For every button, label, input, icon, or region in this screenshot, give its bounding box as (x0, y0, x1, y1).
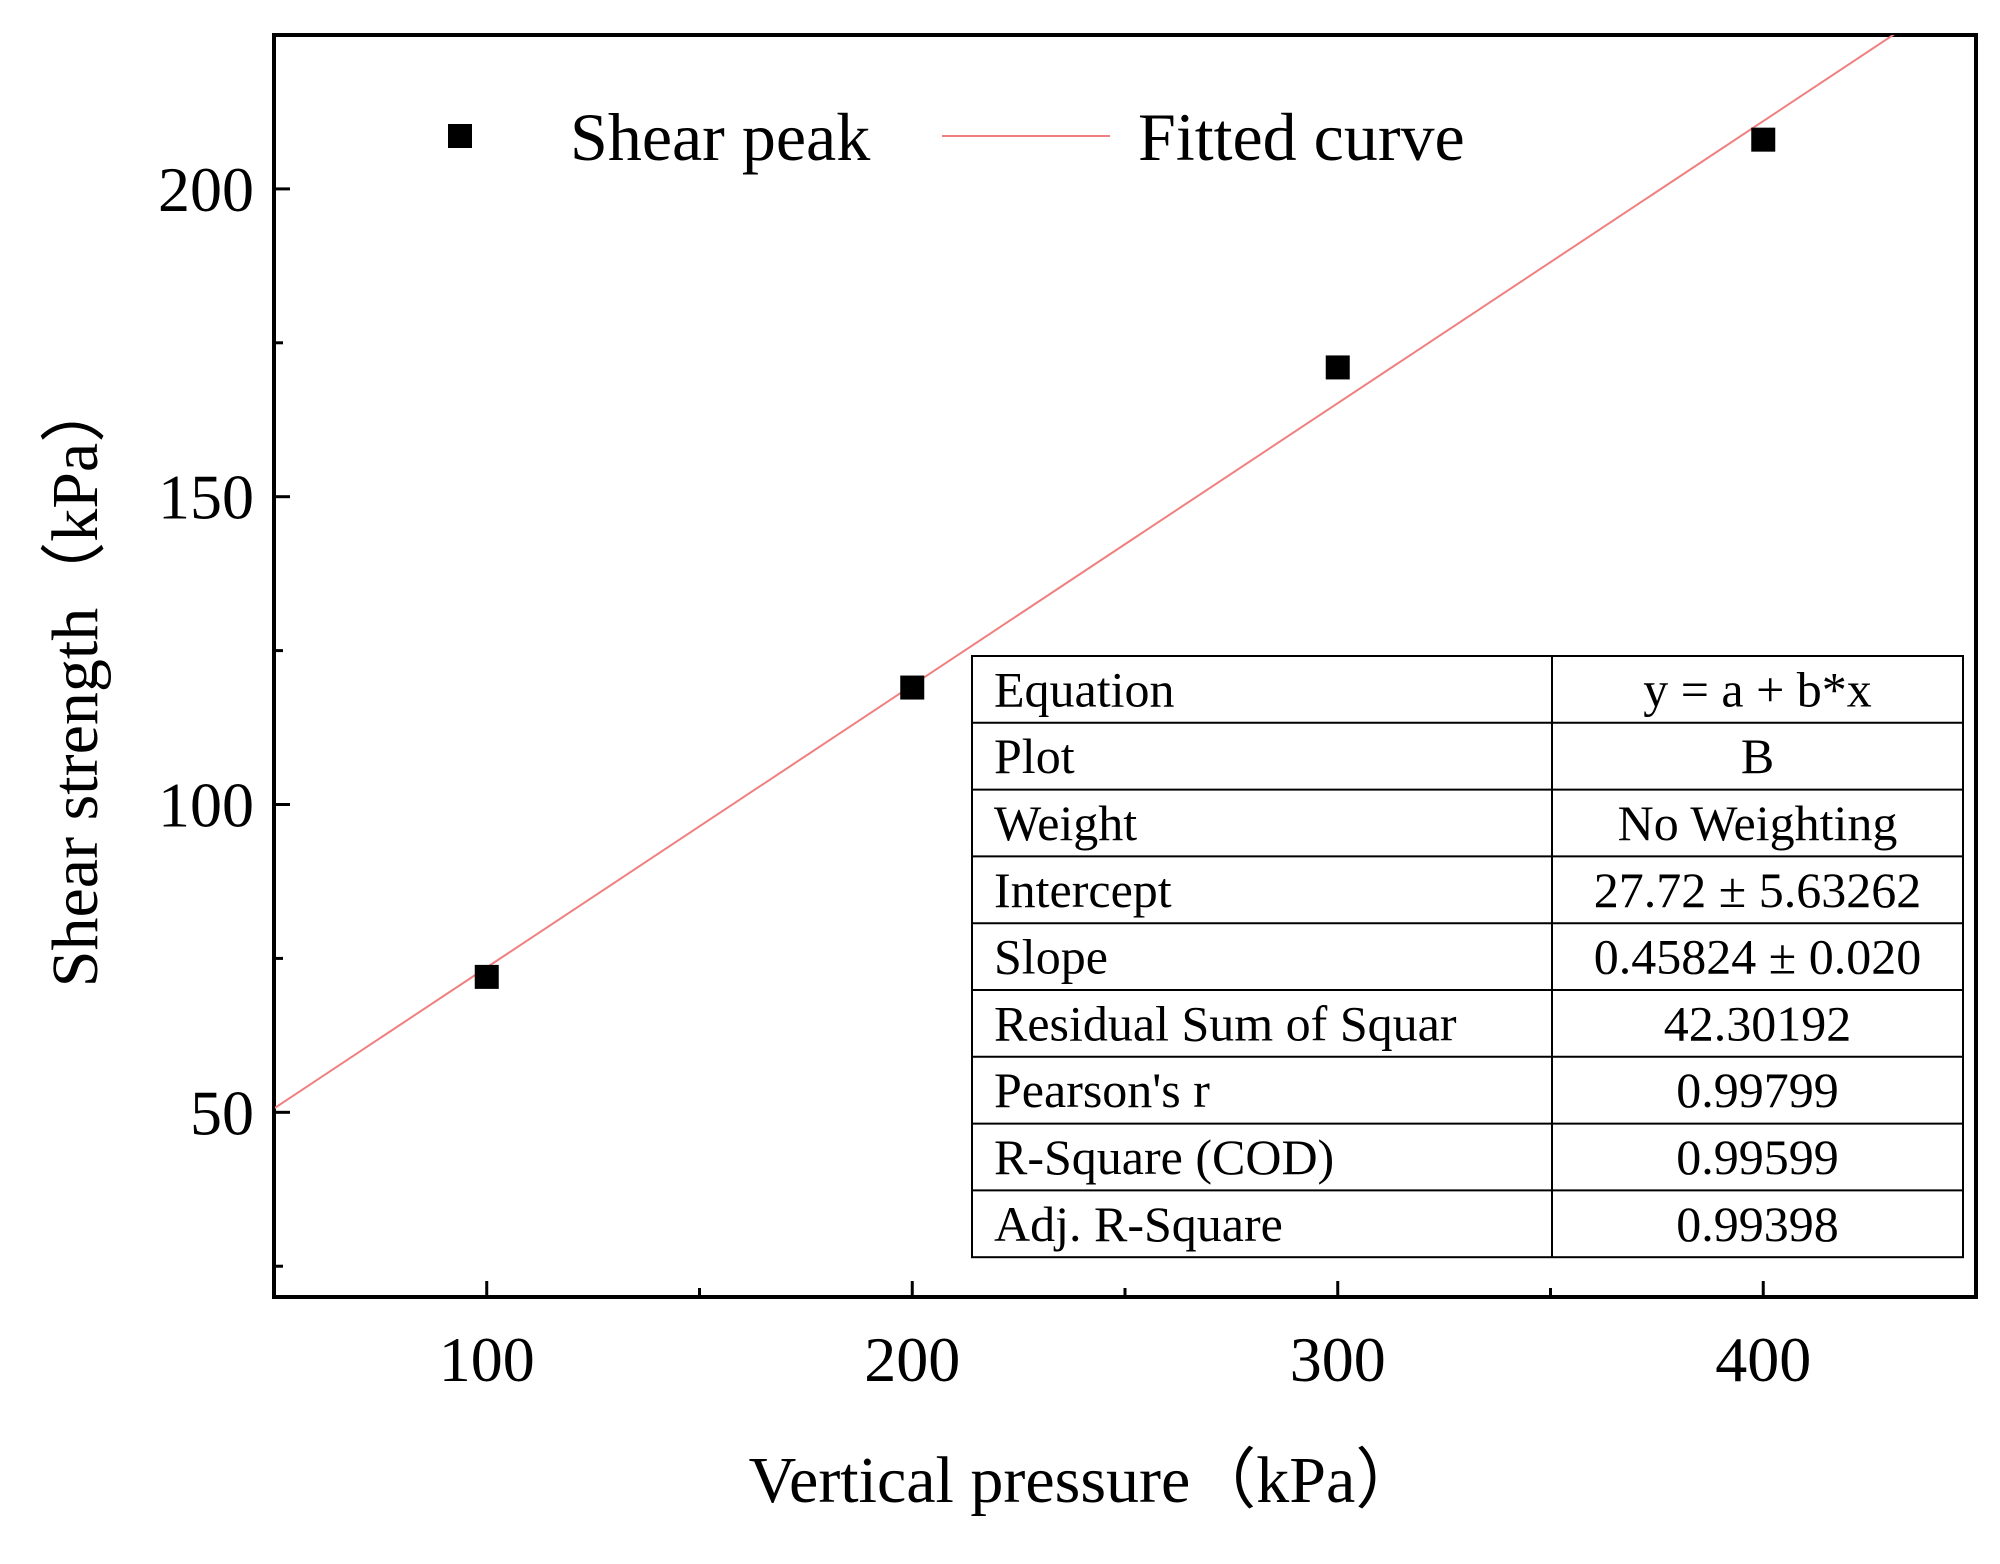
y-tick-label: 200 (158, 154, 254, 225)
legend: Shear peak Fitted curve (448, 99, 1465, 175)
stats-label: Slope (994, 929, 1108, 985)
x-tick-label: 200 (864, 1324, 960, 1395)
y-axis-title: Shear strength（kPa） (39, 377, 112, 987)
y-tick-label: 100 (158, 770, 254, 841)
tick-labels-layer: 100 200 300 400 50 100 150 200 (158, 154, 1811, 1395)
stats-value: y = a + b*x (1643, 661, 1872, 717)
legend-label-fitted-curve: Fitted curve (1138, 99, 1465, 175)
stats-value: B (1741, 728, 1774, 784)
data-point (474, 964, 499, 989)
stats-label: Plot (994, 728, 1075, 784)
stats-value: 0.99599 (1676, 1129, 1839, 1185)
fitted-line (275, 35, 1895, 1109)
stats-label: Weight (994, 795, 1137, 851)
x-tick-label: 400 (1715, 1324, 1811, 1395)
y-tick-label: 150 (158, 462, 254, 533)
y-tick-label: 50 (190, 1077, 254, 1148)
fit-layer (275, 35, 1895, 1109)
stats-table: Equation y = a + b*x Plot B Weight No Weighti… (971, 655, 1964, 1259)
stats-value: 0.99799 (1676, 1062, 1839, 1118)
stats-value: No Weighting (1618, 795, 1898, 851)
stats-label: Residual Sum of Squar (994, 995, 1457, 1051)
data-point (900, 675, 925, 700)
data-point (1751, 127, 1776, 152)
stats-value: 42.30192 (1664, 995, 1852, 1051)
stats-value: 27.72 ± 5.63262 (1594, 862, 1921, 918)
ticks-layer (274, 187, 1765, 1297)
stats-label: Intercept (994, 862, 1172, 918)
stats-value: 0.99398 (1676, 1196, 1839, 1252)
stats-table-frame (971, 655, 1964, 1259)
x-axis-title: Vertical pressure（kPa） (749, 1444, 1422, 1517)
legend-label-shear-peak: Shear peak (570, 99, 870, 175)
legend-marker-square-icon (448, 124, 472, 148)
x-tick-label: 300 (1290, 1324, 1386, 1395)
stats-label: R-Square (COD) (994, 1129, 1334, 1185)
stats-label: Equation (994, 661, 1175, 717)
stats-label: Pearson's r (994, 1062, 1210, 1118)
x-tick-label: 100 (439, 1324, 535, 1395)
points-layer (474, 127, 1776, 989)
stats-value: 0.45824 ± 0.020 (1594, 929, 1921, 985)
data-point (1325, 355, 1350, 380)
stats-label: Adj. R-Square (994, 1196, 1283, 1252)
